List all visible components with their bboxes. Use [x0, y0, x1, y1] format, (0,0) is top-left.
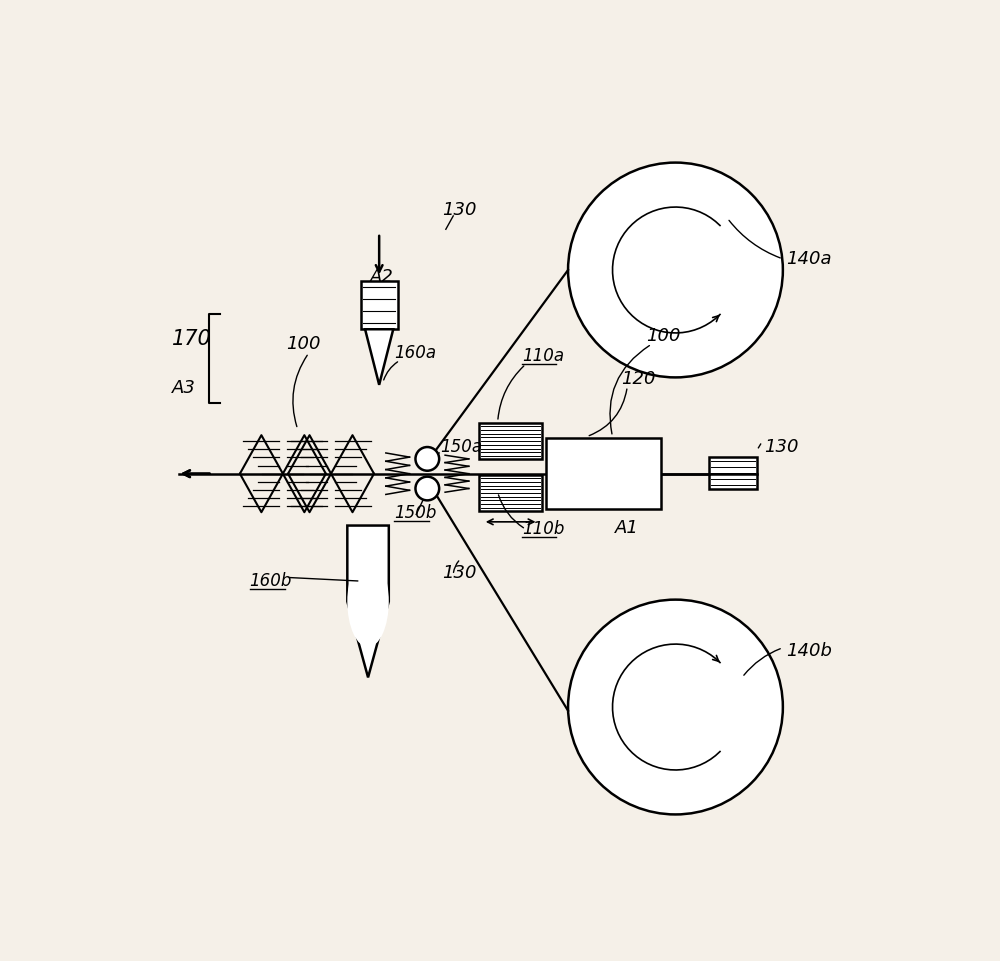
Text: A1: A1 [615, 519, 639, 536]
Text: 140b: 140b [787, 642, 832, 659]
Circle shape [568, 163, 783, 378]
Text: 110b: 110b [522, 519, 565, 537]
Circle shape [415, 478, 439, 501]
FancyBboxPatch shape [709, 458, 757, 489]
Text: 150a: 150a [440, 438, 482, 456]
FancyBboxPatch shape [546, 438, 661, 509]
FancyBboxPatch shape [479, 424, 542, 459]
Circle shape [568, 600, 783, 815]
Ellipse shape [347, 556, 389, 648]
FancyBboxPatch shape [361, 282, 398, 330]
Text: A3: A3 [172, 379, 196, 397]
Text: 170: 170 [172, 329, 212, 349]
Text: A2: A2 [370, 268, 394, 285]
Text: 150b: 150b [394, 504, 436, 522]
Text: 130: 130 [442, 201, 477, 219]
FancyBboxPatch shape [479, 476, 542, 511]
Text: 130: 130 [442, 564, 477, 581]
Text: 100: 100 [287, 334, 321, 353]
Text: 130: 130 [764, 438, 799, 456]
Text: 110a: 110a [522, 347, 564, 365]
Text: 160b: 160b [250, 571, 292, 589]
Text: 160a: 160a [394, 344, 436, 362]
Circle shape [415, 448, 439, 471]
Text: 140a: 140a [787, 249, 832, 267]
Text: 120: 120 [621, 369, 656, 387]
Polygon shape [365, 330, 393, 385]
Text: 100: 100 [646, 327, 680, 345]
Polygon shape [347, 526, 389, 678]
